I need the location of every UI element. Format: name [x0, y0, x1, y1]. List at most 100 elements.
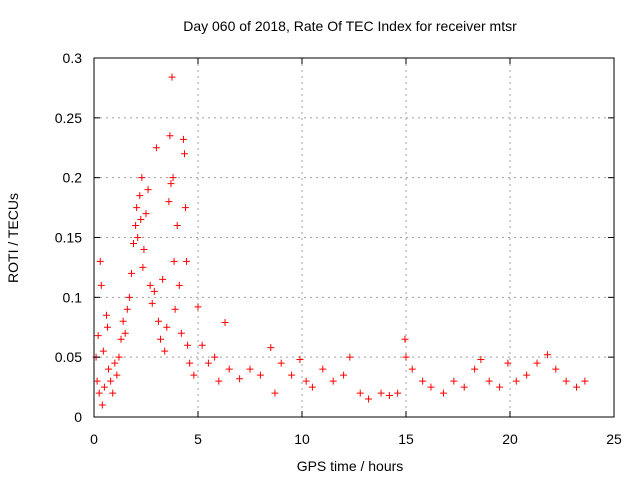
data-point: [581, 377, 589, 385]
data-point: [115, 353, 123, 361]
data-point: [139, 263, 147, 271]
data-point: [113, 371, 121, 379]
data-point: [562, 377, 570, 385]
data-point: [277, 359, 285, 367]
data-point: [288, 371, 296, 379]
data-point: [198, 341, 206, 349]
data-point: [123, 305, 131, 313]
y-axis-label: ROTI / TECUs: [5, 193, 21, 283]
x-axis-label: GPS time / hours: [297, 458, 404, 474]
data-point: [157, 335, 165, 343]
data-point: [401, 335, 409, 343]
data-point: [543, 351, 551, 359]
data-point: [182, 204, 190, 212]
data-point: [98, 401, 106, 409]
data-point: [267, 344, 275, 352]
data-point: [166, 132, 174, 140]
data-point: [170, 257, 178, 265]
data-point: [111, 359, 119, 367]
data-point: [119, 317, 127, 325]
data-point: [146, 281, 154, 289]
data-point: [204, 359, 212, 367]
y-axis-ticks: 0 0.05 0.1 0.15 0.2 0.25 0.3: [55, 50, 614, 425]
data-point: [97, 281, 105, 289]
data-point: [496, 383, 504, 391]
data-point: [308, 383, 316, 391]
data-point: [150, 287, 158, 295]
data-point: [319, 365, 327, 373]
data-point: [184, 341, 192, 349]
data-point: [144, 186, 152, 194]
data-point: [121, 329, 129, 337]
data-point: [159, 275, 167, 283]
data-point: [96, 257, 104, 265]
data-point: [107, 377, 115, 385]
data-point: [148, 299, 156, 307]
data-point: [221, 318, 229, 326]
data-point: [211, 353, 219, 361]
x-tick-label: 20: [502, 431, 518, 447]
x-tick-label: 0: [90, 431, 98, 447]
data-point: [175, 281, 183, 289]
data-point: [95, 389, 103, 397]
data-point: [427, 383, 435, 391]
data-point: [365, 395, 373, 403]
data-point: [533, 359, 541, 367]
data-point: [140, 245, 148, 253]
y-tick-label: 0.05: [55, 349, 82, 365]
data-point: [132, 222, 140, 230]
data-point: [154, 317, 162, 325]
data-point: [105, 365, 113, 373]
data-point: [134, 234, 142, 241]
data-point: [168, 73, 176, 81]
data-point: [236, 375, 244, 383]
data-point: [138, 174, 146, 182]
data-point: [94, 332, 102, 340]
data-point: [99, 347, 107, 355]
data-point: [329, 377, 337, 385]
data-point: [133, 204, 141, 212]
data-points: [92, 73, 589, 409]
data-point: [408, 365, 416, 373]
y-tick-label: 0.1: [63, 289, 83, 305]
data-point: [117, 335, 125, 343]
data-point: [477, 356, 485, 364]
data-point: [125, 293, 133, 301]
x-axis-ticks: 0 5 10 15 20 25: [90, 58, 622, 447]
data-point: [460, 383, 468, 391]
data-point: [271, 389, 279, 397]
data-point: [356, 389, 364, 397]
data-point: [394, 389, 402, 397]
data-point: [183, 257, 191, 265]
data-point: [485, 377, 493, 385]
data-point: [523, 371, 531, 379]
data-point: [177, 329, 185, 337]
y-tick-label: 0.25: [55, 110, 82, 126]
y-tick-label: 0: [74, 409, 82, 425]
data-point: [109, 389, 117, 397]
x-tick-label: 10: [294, 431, 310, 447]
data-point: [215, 377, 223, 385]
data-point: [346, 353, 354, 361]
data-point: [450, 377, 458, 385]
x-tick-label: 5: [194, 431, 202, 447]
data-point: [169, 174, 177, 182]
data-point: [190, 371, 198, 379]
chart-title: Day 060 of 2018, Rate Of TEC Index for r…: [183, 18, 517, 34]
data-point: [439, 389, 447, 397]
data-point: [194, 303, 202, 311]
data-point: [167, 180, 175, 188]
data-point: [377, 389, 385, 397]
data-point: [256, 371, 264, 379]
y-tick-label: 0.15: [55, 230, 82, 246]
data-point: [137, 216, 145, 224]
data-point: [165, 198, 173, 206]
data-point: [246, 365, 254, 373]
data-point: [130, 239, 138, 247]
data-point: [225, 365, 233, 373]
data-point: [142, 210, 150, 218]
data-point: [173, 222, 181, 230]
data-point: [471, 365, 479, 373]
